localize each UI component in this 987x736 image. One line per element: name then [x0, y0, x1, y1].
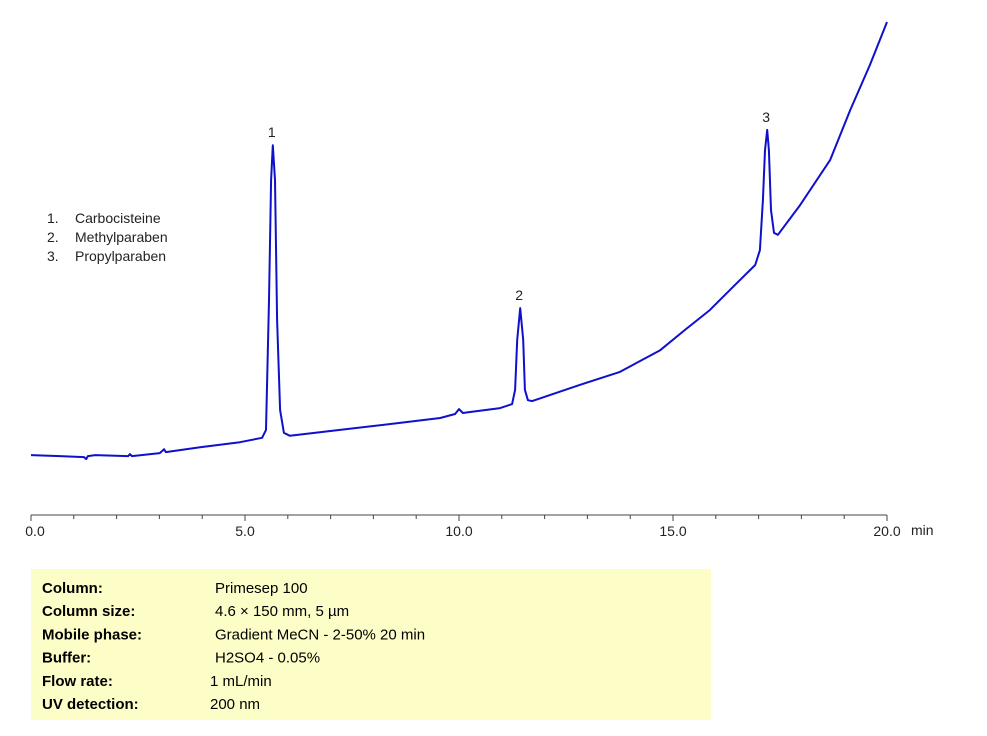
condition-label: Column size:	[42, 603, 135, 620]
compound-number: 3.	[47, 248, 59, 264]
condition-value: Gradient MeCN - 2-50% 20 min	[215, 626, 425, 643]
trace	[30, 21, 888, 461]
compound-number: 2.	[47, 229, 59, 245]
compound-number: 1.	[47, 210, 59, 226]
x-axis-label: min	[911, 522, 934, 538]
x-tick-label: 10.0	[445, 523, 472, 539]
condition-label: Flow rate:	[42, 673, 113, 690]
condition-label: UV detection:	[42, 696, 139, 713]
condition-value: Primesep 100	[215, 580, 308, 597]
peak-label: 2	[515, 287, 523, 303]
compound-name: Carbocisteine	[75, 210, 161, 226]
condition-value: H2SO4 - 0.05%	[215, 650, 320, 667]
condition-value: 4.6 × 150 mm, 5 µm	[215, 603, 349, 620]
peak-label: 3	[762, 109, 770, 125]
x-tick-label: 20.0	[873, 523, 900, 539]
x-tick-label: 0.0	[25, 523, 45, 539]
compound-name: Methylparaben	[75, 229, 168, 245]
x-tick-label: 15.0	[659, 523, 686, 539]
peak-label: 1	[268, 124, 276, 140]
condition-label: Mobile phase:	[42, 626, 142, 643]
conditions-box	[31, 569, 711, 720]
condition-value: 200 nm	[210, 696, 260, 713]
condition-label: Buffer:	[42, 650, 91, 667]
condition-label: Column:	[42, 580, 103, 597]
x-tick-label: 5.0	[235, 523, 255, 539]
compound-name: Propylparaben	[75, 248, 166, 264]
condition-value: 1 mL/min	[210, 673, 272, 690]
